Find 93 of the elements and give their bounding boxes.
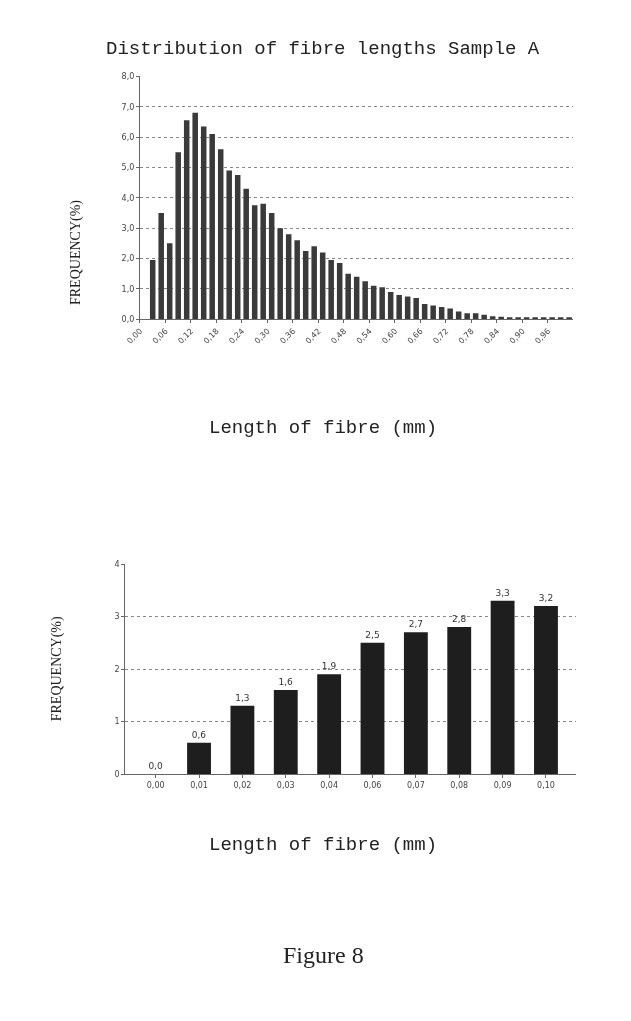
bar <box>523 317 530 320</box>
bar <box>413 297 419 320</box>
bar <box>532 317 538 320</box>
bar <box>396 294 402 320</box>
data-label: 0,6 <box>191 729 207 740</box>
y-tick-label: 2 <box>114 664 120 674</box>
bar <box>285 234 292 320</box>
bar <box>234 175 241 320</box>
bar <box>268 212 275 320</box>
bar <box>230 705 255 775</box>
bar <box>175 152 181 320</box>
x-tick-label: 0,06 <box>363 780 382 790</box>
x-tick-label: 0,04 <box>320 780 339 790</box>
bar <box>481 314 487 320</box>
bar <box>209 134 215 320</box>
caption: Figure 8 <box>283 942 364 968</box>
y-tick-label: 0,0 <box>121 315 135 324</box>
bar <box>251 205 258 320</box>
bar <box>226 170 232 320</box>
data-label: 3,2 <box>538 593 554 604</box>
y-tick-label: 1 <box>114 717 120 727</box>
x-tick-label: 0,08 <box>450 780 469 790</box>
bar <box>311 246 317 320</box>
bar <box>534 606 558 775</box>
bar <box>379 287 385 320</box>
y-tick-label: 2,0 <box>121 254 135 264</box>
bar <box>464 313 470 320</box>
y-tick-label: 0 <box>114 769 120 779</box>
bar <box>260 203 266 320</box>
y-tick-label: 4 <box>114 559 120 569</box>
bar <box>319 252 326 320</box>
data-label: 2,8 <box>451 614 467 625</box>
bar <box>430 305 436 320</box>
bar <box>187 742 211 775</box>
y-tick-label: 7,0 <box>121 102 135 112</box>
x-tick-label: 0,09 <box>493 780 512 790</box>
data-label: 3,3 <box>495 587 510 598</box>
bar <box>447 627 472 775</box>
bar <box>345 273 351 320</box>
bar <box>273 690 298 775</box>
bar <box>166 243 173 320</box>
x-axis-title: Length of fibre (mm) <box>209 834 438 856</box>
bar <box>404 296 411 320</box>
y-axis-title: FREQUENCY(%) <box>49 615 66 722</box>
bar <box>200 126 207 320</box>
bar <box>515 317 521 320</box>
y-tick-label: 6,0 <box>121 132 135 142</box>
bar <box>370 285 377 320</box>
chart-title: Distribution of fibre lengths Sample A <box>106 38 540 60</box>
x-tick-label: 0,00 <box>146 780 165 790</box>
y-tick-label: 5,0 <box>121 163 135 173</box>
bar <box>540 317 547 320</box>
bar <box>149 260 156 320</box>
x-axis-title: Length of fibre (mm) <box>209 417 438 439</box>
x-tick-label: 0,03 <box>276 780 295 790</box>
bar <box>403 632 428 775</box>
data-label: 2,7 <box>408 619 424 630</box>
bar <box>447 308 453 320</box>
y-tick-label: 8,0 <box>121 72 135 82</box>
bar <box>192 112 198 320</box>
bar <box>549 317 555 320</box>
bar <box>506 317 513 320</box>
bar <box>557 317 564 320</box>
bar <box>217 149 224 320</box>
y-tick-label: 1,0 <box>121 284 135 294</box>
bar <box>294 240 300 320</box>
bar <box>317 674 342 775</box>
bar <box>490 600 515 775</box>
x-tick-label: 0,10 <box>537 780 555 790</box>
y-tick-label: 4,0 <box>121 193 135 203</box>
bar <box>277 228 283 320</box>
data-label: 1,9 <box>321 661 337 672</box>
x-tick-label: 0,07 <box>406 780 425 790</box>
bar <box>498 316 504 320</box>
bar <box>302 250 309 320</box>
data-label: 0,0 <box>148 761 163 772</box>
bar <box>328 260 334 320</box>
data-label: 1,6 <box>278 677 294 688</box>
data-label: 1,3 <box>235 692 250 703</box>
x-tick-label: 0,02 <box>233 780 252 790</box>
bar <box>360 642 385 775</box>
x-tick-label: 0,01 <box>190 780 208 790</box>
bar <box>362 281 368 320</box>
bar <box>438 307 445 320</box>
y-axis-title: FREQUENCY(%) <box>68 199 85 306</box>
bar <box>158 212 164 320</box>
bar <box>336 263 343 320</box>
y-tick-label: 3 <box>114 612 120 622</box>
bar <box>243 188 249 320</box>
bar <box>566 317 572 320</box>
bar <box>183 120 190 320</box>
y-tick-label: 3,0 <box>121 223 135 233</box>
data-label: 2,5 <box>365 629 380 640</box>
